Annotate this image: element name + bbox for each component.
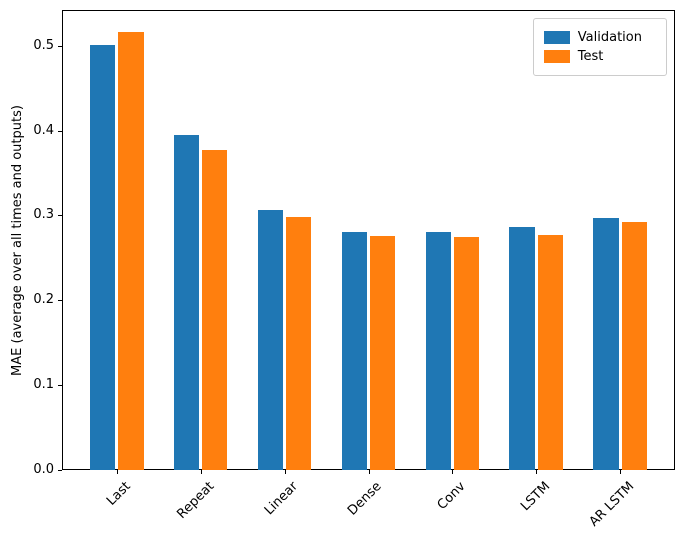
plot-area [62, 10, 675, 470]
legend-swatch [543, 31, 570, 44]
x-tick-label: Last [103, 479, 134, 509]
x-tick-mark [368, 470, 370, 474]
bar-test-dense [370, 235, 396, 470]
bar-validation-last [89, 44, 116, 470]
y-tick-mark [58, 215, 62, 217]
legend-item: Validation [543, 30, 656, 45]
y-tick-mark [58, 45, 62, 47]
bar-validation-linear [257, 210, 283, 470]
y-tick-mark [58, 470, 62, 471]
y-tick-mark [58, 385, 62, 387]
bar-validation-lstm [509, 227, 535, 470]
y-tick-label: 0.2 [33, 292, 54, 308]
y-tick-label: 0.5 [33, 37, 54, 53]
y-axis-label: MAE (average over all times and outputs) [9, 104, 25, 376]
x-tick-label: Dense [345, 479, 386, 519]
x-tick-label: LSTM [517, 479, 553, 515]
bar-test-linear [286, 217, 312, 470]
x-tick-label: Conv [435, 479, 470, 513]
bar-test-ar-lstm [621, 222, 648, 470]
x-tick-mark [284, 470, 286, 474]
bar-test-lstm [538, 234, 564, 470]
y-tick-label: 0.1 [33, 377, 54, 393]
bar-validation-ar-lstm [593, 217, 619, 470]
bar-test-conv [454, 237, 480, 470]
legend-swatch [543, 50, 570, 63]
x-tick-mark [620, 470, 622, 474]
y-tick-label: 0.3 [33, 207, 54, 223]
y-tick-mark [58, 300, 62, 302]
x-tick-label: Repeat [174, 479, 218, 522]
x-tick-mark [116, 470, 118, 474]
x-tick-label: AR LSTM [586, 479, 637, 530]
bar-validation-dense [341, 231, 367, 470]
bar-test-last [118, 32, 144, 470]
x-tick-mark [452, 470, 454, 474]
bar-test-repeat [202, 150, 228, 470]
y-tick-mark [58, 130, 62, 132]
y-axis-label-container: MAE (average over all times and outputs) [0, 10, 34, 470]
legend-item: Test [543, 49, 656, 64]
x-tick-mark [536, 470, 538, 474]
x-tick-label: Linear [262, 479, 302, 519]
bar-validation-conv [425, 232, 451, 470]
legend-label: Validation [577, 30, 642, 45]
x-tick-mark [200, 470, 202, 474]
y-tick-label: 0.0 [33, 462, 54, 477]
legend: Validation Test [532, 18, 667, 76]
legend-label: Test [577, 49, 604, 64]
y-tick-label: 0.4 [33, 122, 54, 138]
bar-validation-repeat [173, 134, 199, 470]
